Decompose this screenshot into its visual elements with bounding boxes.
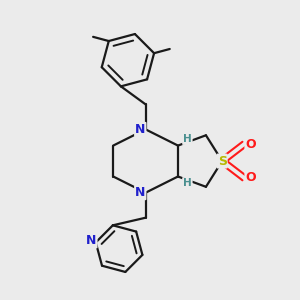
Text: N: N [86, 234, 97, 248]
Text: H: H [183, 178, 192, 188]
Text: N: N [135, 123, 146, 136]
Text: H: H [183, 134, 192, 144]
Text: O: O [245, 172, 256, 184]
Text: O: O [245, 138, 256, 151]
Text: S: S [218, 154, 226, 167]
Text: N: N [135, 186, 146, 199]
